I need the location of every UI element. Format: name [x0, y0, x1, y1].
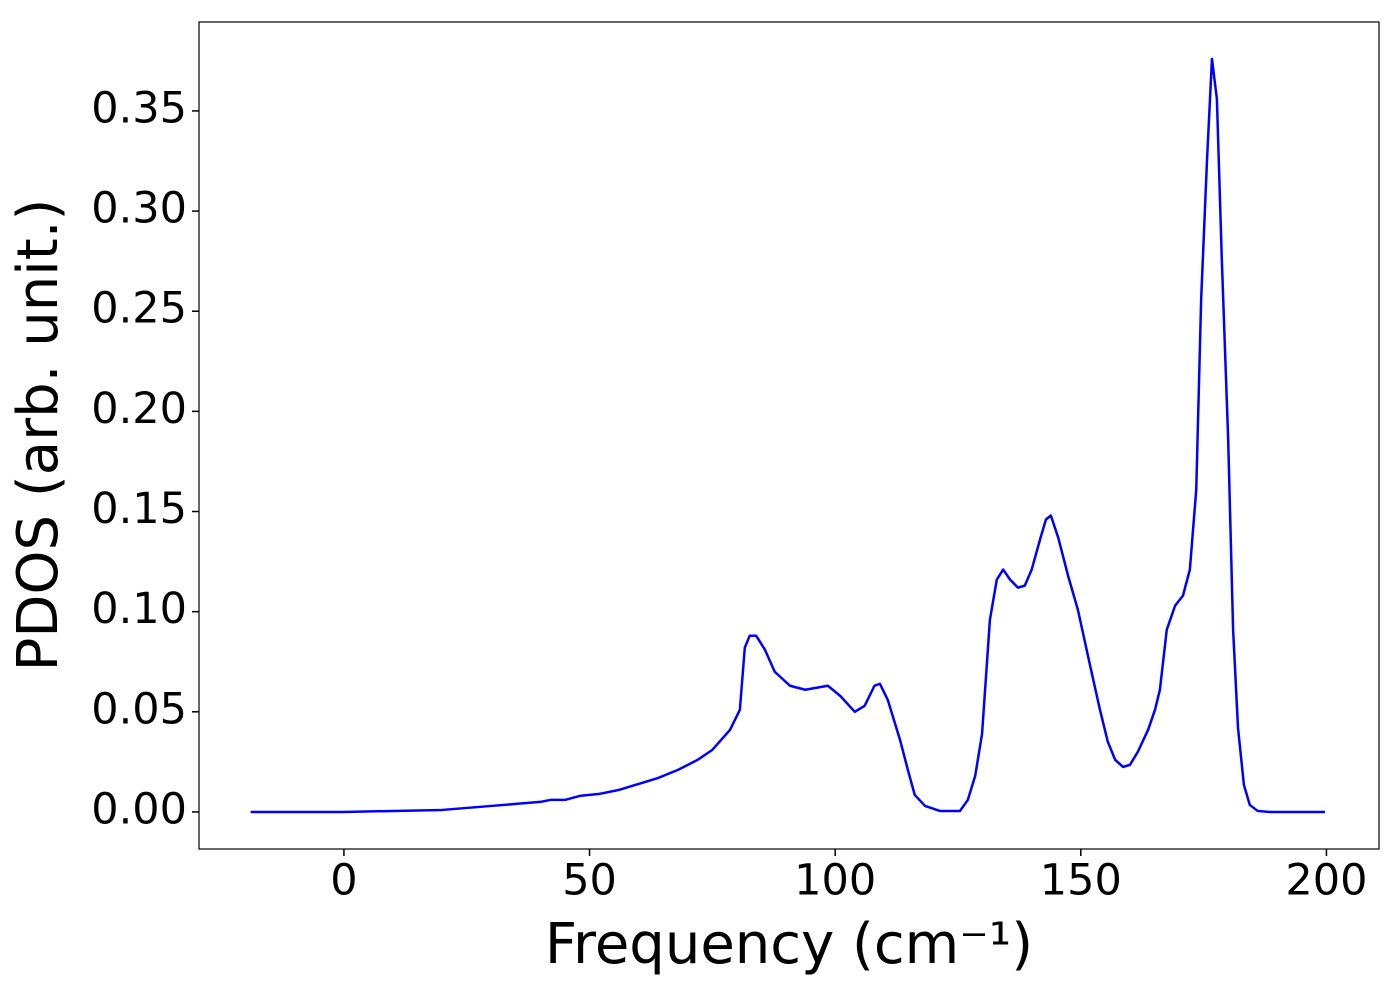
- x-tick-label: 50: [562, 856, 617, 906]
- x-tick-label: 100: [794, 856, 876, 906]
- y-tick-label: 0.25: [91, 284, 187, 334]
- y-tick-label: 0.15: [91, 484, 187, 534]
- y-axis-label: PDOS (arb. unit.): [6, 199, 71, 672]
- y-tick-label: 0.00: [91, 784, 187, 834]
- y-tick-label: 0.05: [91, 684, 187, 734]
- x-tick-label: 150: [1040, 856, 1122, 906]
- y-tick-label: 0.10: [91, 584, 187, 634]
- y-tick-label: 0.35: [91, 83, 187, 133]
- x-axis-label: Frequency (cm⁻¹): [545, 912, 1033, 977]
- y-tick-label: 0.30: [91, 184, 187, 234]
- plot-frame: [198, 21, 1380, 850]
- x-tick-label: 0: [330, 856, 357, 906]
- line-series: [250, 57, 1325, 814]
- y-tick-label: 0.20: [91, 384, 187, 434]
- x-tick-label: 200: [1285, 856, 1367, 906]
